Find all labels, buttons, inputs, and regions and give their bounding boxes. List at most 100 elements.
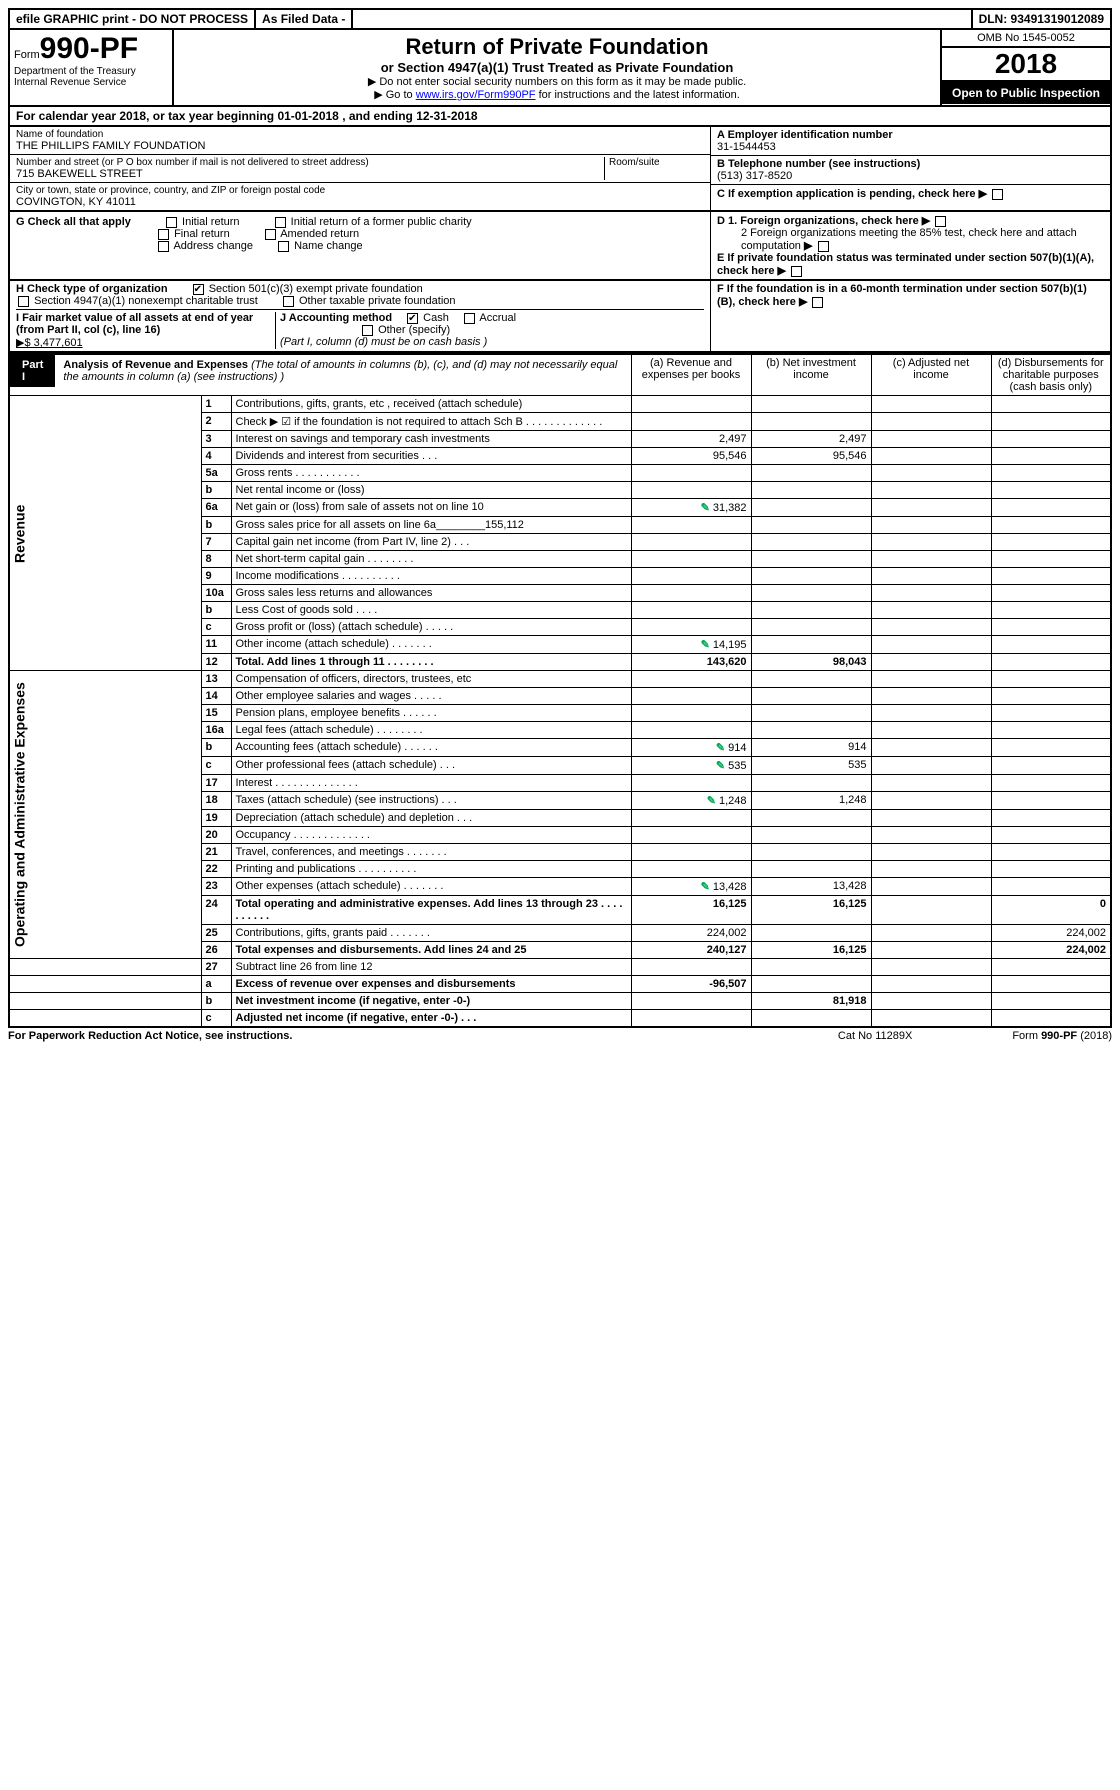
form-subtitle: or Section 4947(a)(1) Trust Treated as P… [178, 60, 936, 75]
attachment-icon[interactable]: ✎ [707, 795, 716, 807]
col-d-val [991, 739, 1111, 757]
d2-checkbox[interactable] [818, 241, 829, 252]
col-a-val [631, 619, 751, 636]
g-opt-final: Final return [174, 228, 230, 240]
line-num: b [201, 482, 231, 499]
col-c-val [871, 551, 991, 568]
col-b-val: 16,125 [751, 896, 871, 925]
col-b-val: 2,497 [751, 431, 871, 448]
c-checkbox[interactable] [992, 189, 1003, 200]
col-b-val [751, 465, 871, 482]
j-label: J Accounting method [280, 312, 392, 324]
j-cash-checkbox[interactable] [407, 313, 418, 324]
city-cell: City or town, state or province, country… [10, 183, 710, 210]
col-b-val [751, 534, 871, 551]
col-a-val: -96,507 [631, 976, 751, 993]
j-other-checkbox[interactable] [362, 325, 373, 336]
attachment-icon[interactable]: ✎ [701, 502, 710, 514]
address-cell: Number and street (or P O box number if … [10, 155, 710, 183]
col-d-val [991, 654, 1111, 671]
hij-left: H Check type of organization Section 501… [10, 281, 710, 351]
dept-treasury: Department of the Treasury [14, 66, 168, 77]
col-a-val: 16,125 [631, 896, 751, 925]
g-amended-checkbox[interactable] [265, 229, 276, 240]
h-4947-checkbox[interactable] [18, 296, 29, 307]
col-d-val [991, 396, 1111, 413]
g-final-checkbox[interactable] [158, 229, 169, 240]
efile-label: efile GRAPHIC print - DO NOT PROCESS [10, 10, 256, 28]
dln-label: DLN: 93491319012089 [973, 10, 1110, 28]
line-desc: Less Cost of goods sold . . . . [231, 602, 631, 619]
h-other-checkbox[interactable] [283, 296, 294, 307]
h-501c3-checkbox[interactable] [193, 284, 204, 295]
g-name-checkbox[interactable] [278, 241, 289, 252]
line-desc: Excess of revenue over expenses and disb… [231, 976, 631, 993]
line-desc: Total. Add lines 1 through 11 . . . . . … [231, 654, 631, 671]
attachment-icon[interactable]: ✎ [716, 760, 725, 772]
col-d-val [991, 551, 1111, 568]
g-address-checkbox[interactable] [158, 241, 169, 252]
line-num: 24 [201, 896, 231, 925]
table-row: b Net investment income (if negative, en… [9, 993, 1111, 1010]
col-b-val: 13,428 [751, 878, 871, 896]
col-c-val [871, 688, 991, 705]
col-a-val [631, 465, 751, 482]
tax-year: 2018 [942, 48, 1110, 82]
line-num: 1 [201, 396, 231, 413]
col-b-val [751, 844, 871, 861]
d1-checkbox[interactable] [935, 216, 946, 227]
footer-cat: Cat No 11289X [838, 1030, 912, 1042]
line-desc: Contributions, gifts, grants paid . . . … [231, 925, 631, 942]
attachment-icon[interactable]: ✎ [701, 639, 710, 651]
line-num: 4 [201, 448, 231, 465]
f-checkbox[interactable] [812, 297, 823, 308]
line-num: 7 [201, 534, 231, 551]
col-d-val [991, 482, 1111, 499]
part1-header-row: Part I Analysis of Revenue and Expenses … [9, 354, 1111, 396]
d2-row: 2 Foreign organizations meeting the 85% … [717, 227, 1104, 252]
h-opt3: Other taxable private foundation [299, 295, 456, 307]
col-d-val [991, 431, 1111, 448]
j-accrual-checkbox[interactable] [464, 313, 475, 324]
col-c-header: (c) Adjusted net income [871, 354, 991, 396]
col-a-val [631, 534, 751, 551]
city-label: City or town, state or province, country… [16, 185, 704, 196]
col-b-val [751, 585, 871, 602]
col-c-val [871, 925, 991, 942]
omb-number: OMB No 1545-0052 [942, 30, 1110, 48]
col-d-val [991, 757, 1111, 775]
j-accrual: Accrual [479, 312, 516, 324]
line-desc: Net gain or (loss) from sale of assets n… [231, 499, 631, 517]
g-initial-former-checkbox[interactable] [275, 217, 286, 228]
col-c-val [871, 619, 991, 636]
cal-begin: 01-01-2018 [277, 109, 338, 123]
col-d-val [991, 602, 1111, 619]
col-c-val [871, 431, 991, 448]
col-b-val [751, 827, 871, 844]
col-d-val [991, 534, 1111, 551]
line-num: 23 [201, 878, 231, 896]
col-d-val [991, 517, 1111, 534]
g-opt-address: Address change [173, 240, 253, 252]
e-row: E If private foundation status was termi… [717, 252, 1104, 277]
col-d-val [991, 465, 1111, 482]
col-d-val [991, 722, 1111, 739]
h-label: H Check type of organization [16, 283, 168, 295]
col-c-val [871, 448, 991, 465]
col-c-val [871, 1010, 991, 1028]
line-desc: Check ▶ ☑ if the foundation is not requi… [231, 413, 631, 431]
line-num: 18 [201, 792, 231, 810]
col-a-val: ✎ 535 [631, 757, 751, 775]
attachment-icon[interactable]: ✎ [701, 881, 710, 893]
table-row: 27 Subtract line 26 from line 12 [9, 959, 1111, 976]
part1-title-cell: Analysis of Revenue and Expenses (The to… [55, 355, 630, 387]
col-b-val [751, 551, 871, 568]
line-desc: Interest . . . . . . . . . . . . . . [231, 775, 631, 792]
col-c-val [871, 465, 991, 482]
attachment-icon[interactable]: ✎ [716, 742, 725, 754]
col-d-val [991, 705, 1111, 722]
col-b-val [751, 671, 871, 688]
e-checkbox[interactable] [791, 266, 802, 277]
irs-link[interactable]: www.irs.gov/Form990PF [416, 89, 536, 101]
g-initial-checkbox[interactable] [166, 217, 177, 228]
